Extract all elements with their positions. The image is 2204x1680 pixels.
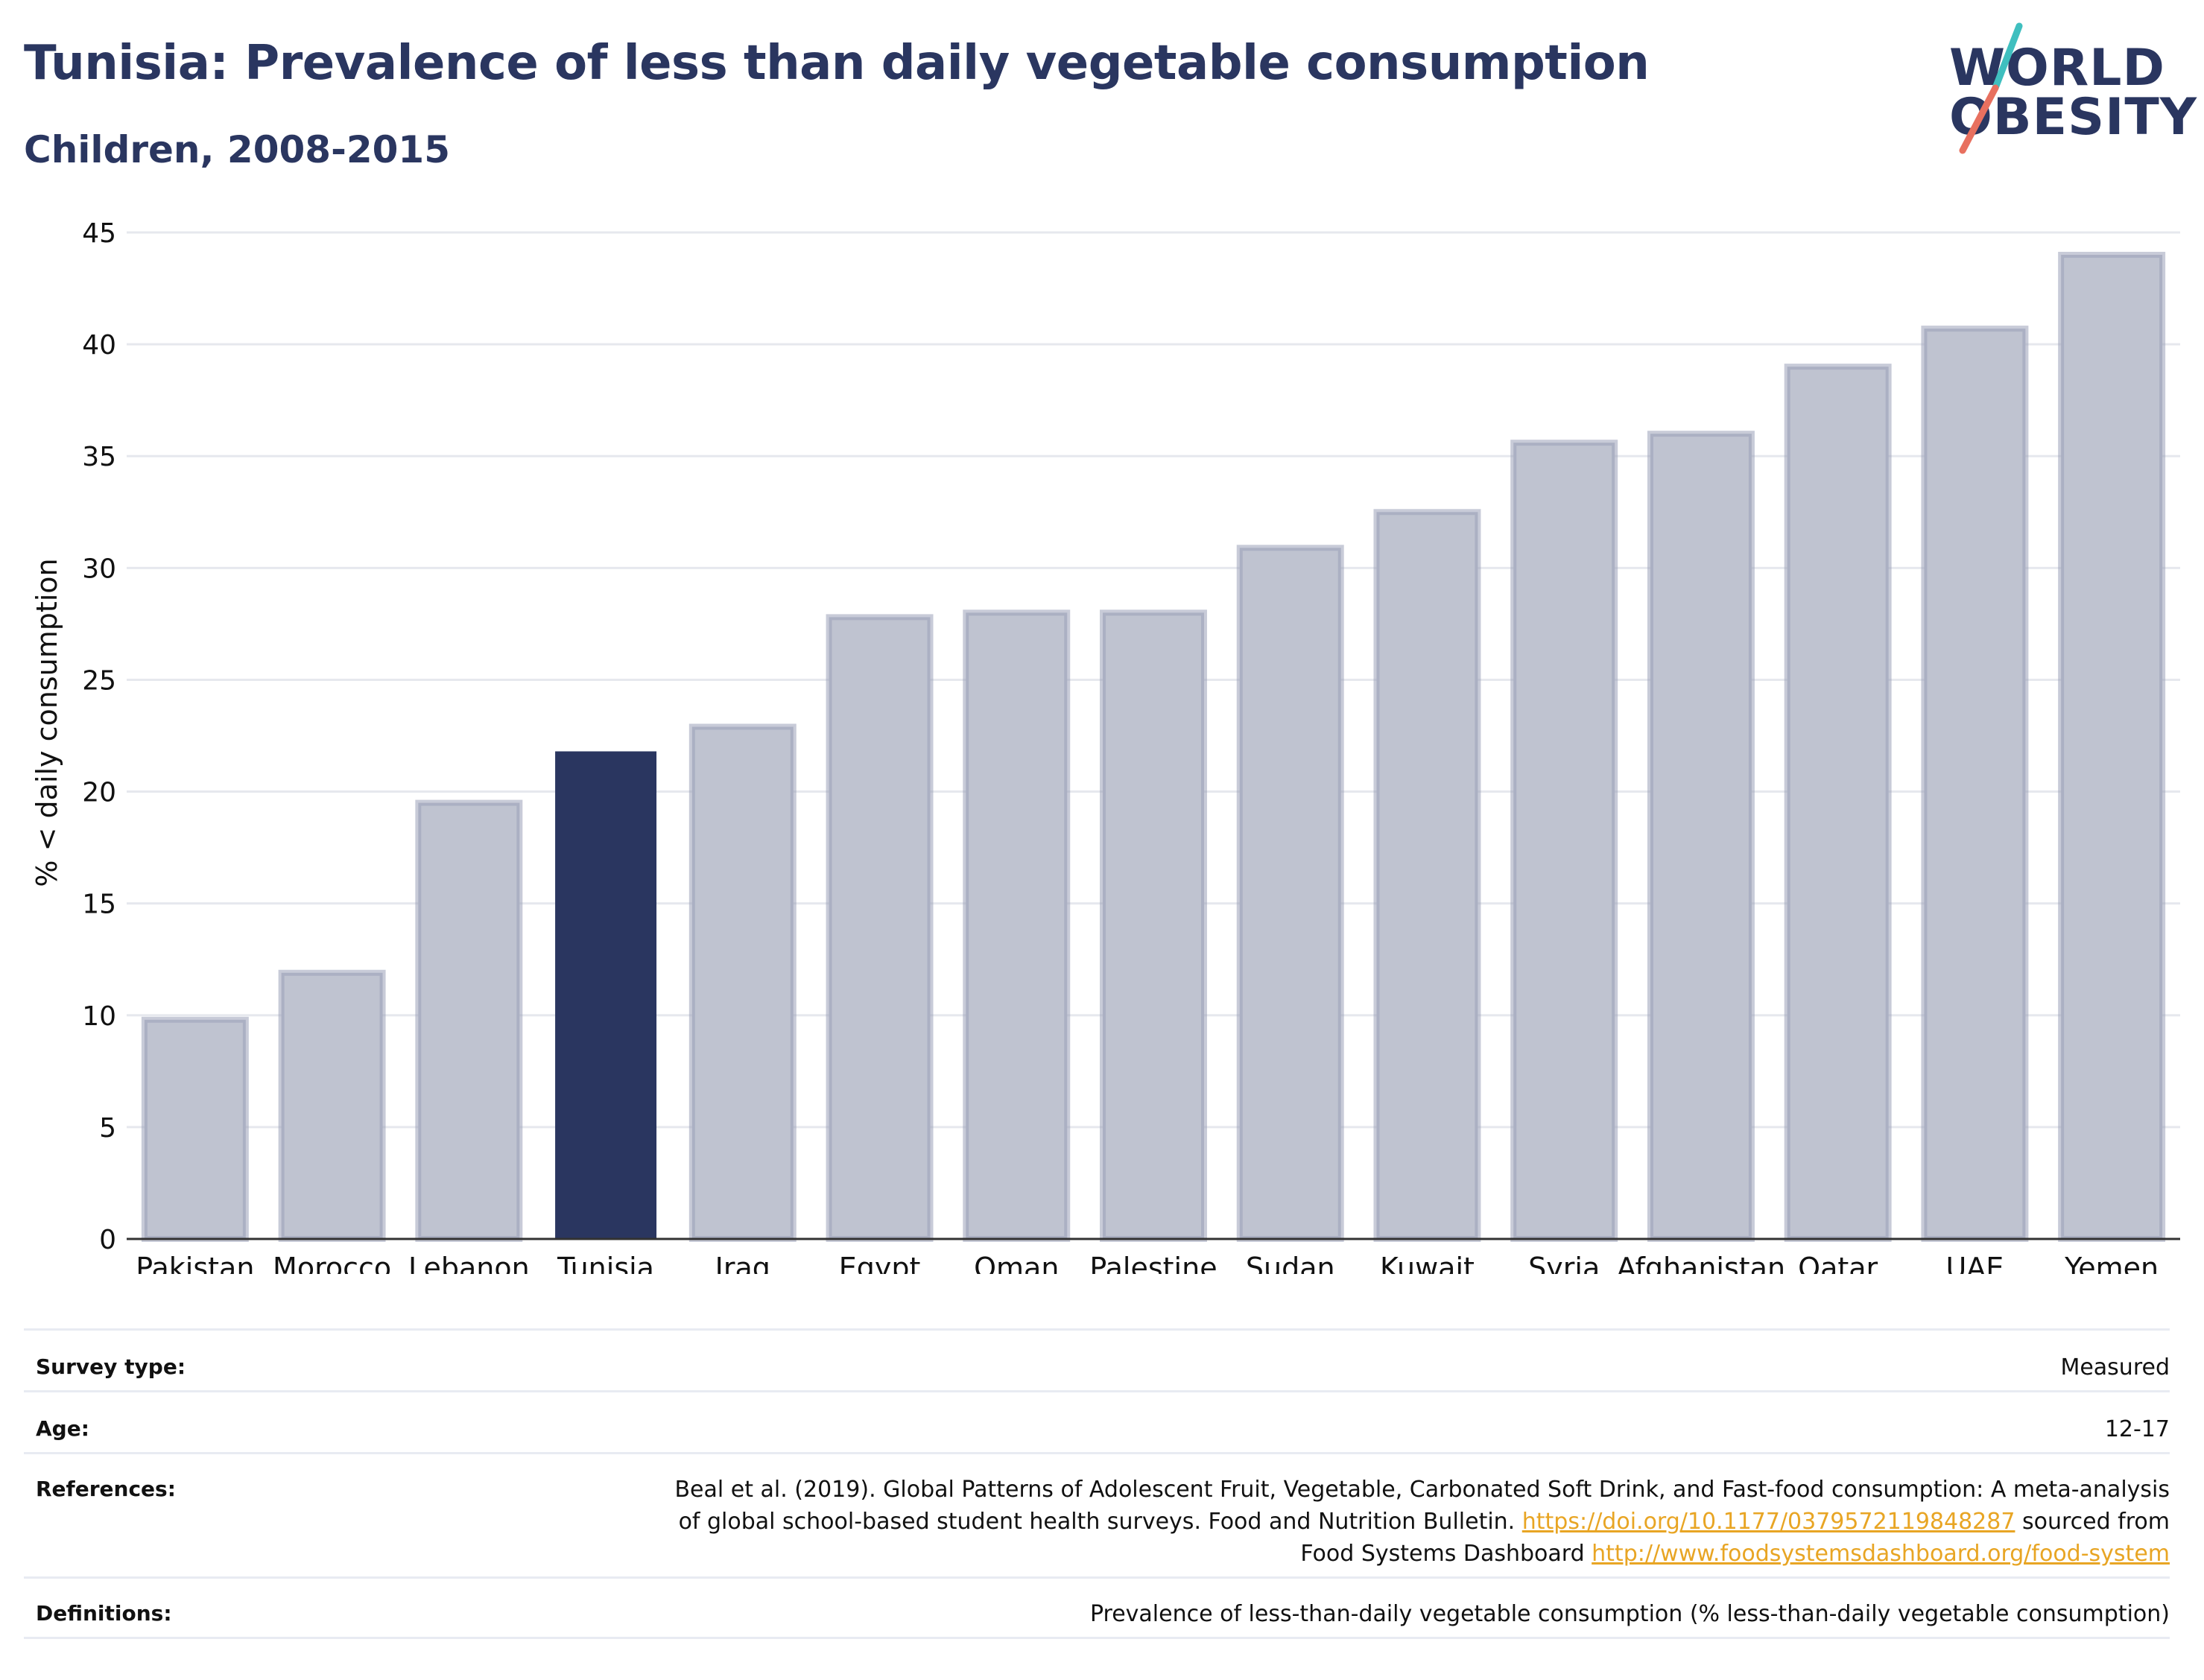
definitions-label: Definitions: bbox=[36, 1601, 172, 1626]
x-tick-label: Syria bbox=[1528, 1252, 1600, 1274]
y-tick-label: 15 bbox=[82, 890, 116, 920]
x-tick-label: Pakistan bbox=[136, 1252, 254, 1274]
bar-tunisia bbox=[555, 751, 657, 1239]
bar-pakistan bbox=[141, 1016, 249, 1242]
references-line-3: Food Systems Dashboard http://www.foodsy… bbox=[674, 1538, 2170, 1570]
x-tick-label: Palestine bbox=[1089, 1252, 1217, 1274]
y-tick-label: 45 bbox=[82, 218, 116, 249]
bar-palestine bbox=[1100, 609, 1207, 1242]
bar-yemen bbox=[2058, 252, 2166, 1243]
age-label: Age: bbox=[36, 1416, 89, 1441]
bar-iraq bbox=[688, 723, 797, 1242]
meta-row-definitions: Definitions: Prevalence of less-than-dai… bbox=[24, 1576, 2170, 1627]
references-line-2-suffix: sourced from bbox=[2015, 1509, 2170, 1535]
x-tick-label: UAE bbox=[1945, 1252, 2004, 1274]
bar-afghanistan bbox=[1647, 431, 1755, 1243]
survey-type-label: Survey type: bbox=[36, 1354, 186, 1379]
x-tick-label: Yemen bbox=[2064, 1252, 2159, 1274]
bar-kuwait bbox=[1373, 509, 1481, 1242]
references-line-2-prefix: of global school-based student health su… bbox=[678, 1509, 1522, 1535]
y-tick-label: 0 bbox=[99, 1225, 116, 1255]
bar-syria bbox=[1510, 440, 1618, 1243]
x-tick-label: Sudan bbox=[1246, 1252, 1335, 1274]
x-tick-label: Kuwait bbox=[1380, 1252, 1475, 1274]
bar-morocco bbox=[278, 969, 386, 1243]
references-line-2: of global school-based student health su… bbox=[674, 1506, 2170, 1538]
meta-row-survey-type: Survey type: Measured bbox=[24, 1328, 2170, 1381]
bar-egypt bbox=[826, 614, 934, 1242]
dashboard-link[interactable]: http://www.foodsystemsdashboard.org/food… bbox=[1592, 1541, 2170, 1567]
references-label: References: bbox=[36, 1477, 176, 1501]
x-tick-label: Afghanistan bbox=[1617, 1252, 1785, 1274]
page-subtitle: Children, 2008-2015 bbox=[24, 128, 450, 171]
x-tick-label: Tunisia bbox=[557, 1252, 654, 1274]
age-value: 12-17 bbox=[2104, 1416, 2170, 1442]
y-tick-label: 20 bbox=[82, 778, 116, 808]
x-tick-label: Qatar bbox=[1798, 1252, 1878, 1274]
survey-type-value: Measured bbox=[2060, 1354, 2170, 1381]
meta-bottom-divider bbox=[24, 1637, 2170, 1639]
logo-slash-icon bbox=[1959, 22, 2023, 154]
definitions-value: Prevalence of less-than-daily vegetable … bbox=[1089, 1601, 2170, 1627]
page-title: Tunisia: Prevalence of less than daily v… bbox=[24, 36, 1650, 91]
x-tick-label: Morocco bbox=[273, 1252, 391, 1274]
doi-link[interactable]: https://doi.org/10.1177/0379572119848287 bbox=[1521, 1509, 2015, 1535]
y-tick-label: 40 bbox=[82, 330, 116, 361]
x-tick-label: Oman bbox=[974, 1252, 1059, 1274]
y-tick-label: 35 bbox=[82, 442, 116, 472]
axes: 0 5 10 15 20 25 30 35 40 45 Pakistan Morocco Lebanon… bbox=[82, 218, 2180, 1274]
bar-chart: 0 5 10 15 20 25 30 35 40 45 Pakistan Morocco Lebanon… bbox=[31, 218, 2180, 1274]
x-tick-label: Lebanon bbox=[408, 1252, 530, 1274]
y-tick-label: 10 bbox=[82, 1001, 116, 1032]
bar-lebanon bbox=[415, 799, 523, 1242]
meta-row-references: References: Beal et al. (2019). Global P… bbox=[24, 1452, 2170, 1567]
x-tick-label: Iraq bbox=[715, 1252, 770, 1274]
references-line-1: Beal et al. (2019). Global Patterns of A… bbox=[674, 1477, 2170, 1503]
bar-uae bbox=[1921, 326, 2029, 1242]
references-line-3-prefix: Food Systems Dashboard bbox=[1300, 1541, 1592, 1567]
x-tick-label: Egypt bbox=[839, 1252, 921, 1274]
meta-row-age: Age: 12-17 bbox=[24, 1390, 2170, 1442]
y-tick-label: 30 bbox=[82, 554, 116, 584]
logo-line-1: WORLD bbox=[1949, 39, 2165, 98]
references-value: Beal et al. (2019). Global Patterns of A… bbox=[674, 1474, 2170, 1570]
y-axis-label: % < daily consumption bbox=[31, 558, 63, 887]
bar-qatar bbox=[1784, 364, 1892, 1243]
bar-oman bbox=[963, 609, 1071, 1242]
y-tick-label: 25 bbox=[82, 665, 116, 696]
bars bbox=[141, 252, 2166, 1243]
bar-sudan bbox=[1236, 545, 1344, 1242]
y-tick-label: 5 bbox=[99, 1113, 116, 1144]
